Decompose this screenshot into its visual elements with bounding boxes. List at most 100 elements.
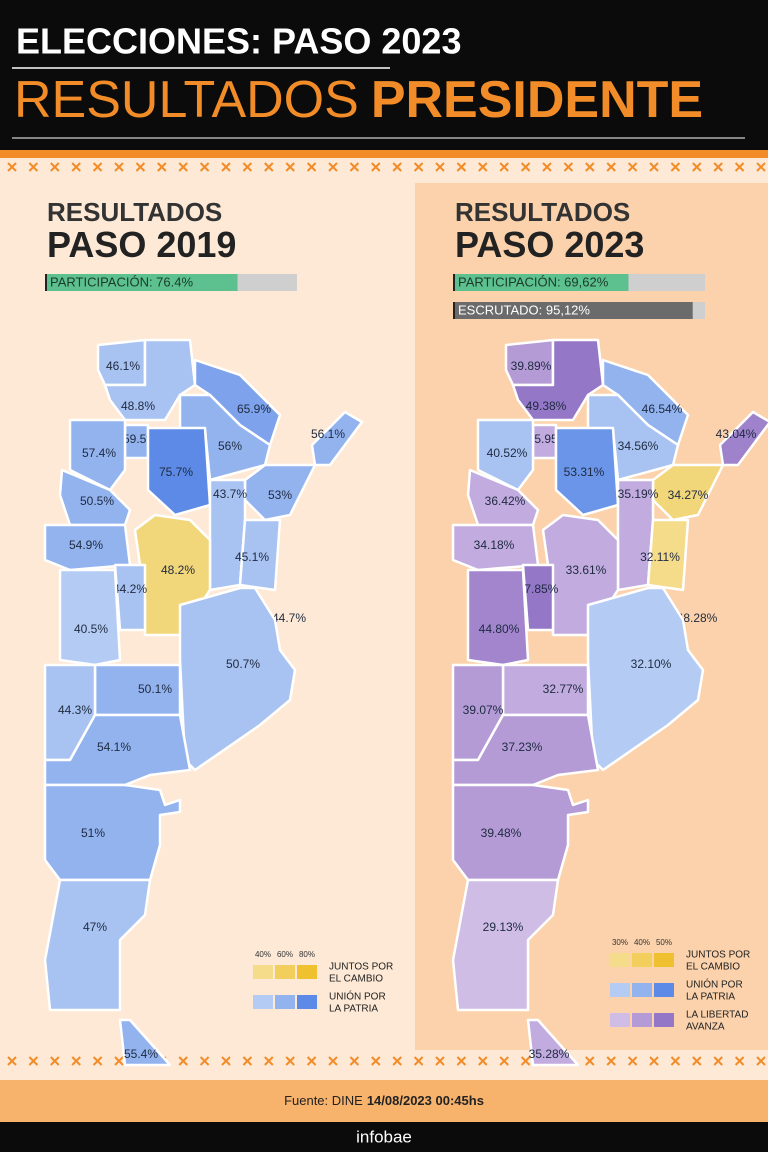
legend-scale: 40% [255, 950, 271, 959]
province-label: 34.56% [618, 439, 659, 453]
province-label: 55.4% [124, 1047, 158, 1061]
province-label: 75.7% [159, 465, 193, 479]
cross [328, 1056, 338, 1066]
province-label: 44.7% [272, 611, 306, 625]
legend-swatch [632, 953, 652, 967]
bar-edge [453, 302, 455, 319]
cross [199, 1056, 210, 1066]
brand: infobae [356, 1127, 412, 1146]
panel-subtitle: PASO 2023 [455, 224, 644, 265]
header-band [0, 0, 768, 150]
bar-label: PARTICIPACIÓN: 69,62% [458, 274, 609, 289]
cross [371, 1056, 381, 1066]
cross [349, 1056, 360, 1066]
province-label: 33.61% [566, 563, 607, 577]
province-label: 65.9% [237, 402, 271, 416]
cross [242, 162, 253, 172]
province-label: 29.13% [483, 920, 524, 934]
province-label: 46.1% [106, 359, 140, 373]
province-label: 53.31% [564, 465, 605, 479]
cross [499, 1056, 509, 1066]
province-label: 51% [81, 826, 105, 840]
province-label: 35.28% [529, 1047, 570, 1061]
cross [92, 1056, 103, 1066]
cross [627, 1056, 638, 1066]
legend-swatch [632, 983, 652, 997]
brand-band [0, 1122, 768, 1152]
subtitle-year: 2023 [564, 224, 644, 265]
province [451, 878, 560, 1012]
map: 46.1%48.8% 65.9%56%56.1%59.5%57.4%75.7%53… [43, 338, 364, 1067]
subtitle-word: PASO [455, 224, 554, 265]
province-label: 34.27% [668, 488, 709, 502]
source-prefix: Fuente: DINE [284, 1093, 363, 1108]
province [526, 1018, 580, 1067]
footer-source: Fuente: DINE 14/08/2023 00:45hs [284, 1093, 484, 1108]
legend-label: JUNTOS POR [686, 950, 750, 961]
cross [114, 1056, 124, 1066]
province-label: 39.89% [511, 359, 552, 373]
cross [563, 162, 574, 172]
cross [221, 1056, 231, 1066]
province [43, 878, 152, 1012]
cross [520, 162, 531, 172]
cross [627, 162, 638, 172]
source-date: 14/08/2023 00:45hs [367, 1093, 484, 1108]
cross [520, 1056, 531, 1066]
cross [92, 162, 103, 172]
cross [349, 162, 360, 172]
cross [306, 162, 317, 172]
province-label: 40.52% [487, 446, 528, 460]
cross [606, 162, 616, 172]
cross [135, 162, 146, 172]
legend-swatch [654, 983, 674, 997]
cross [28, 1056, 39, 1066]
province [118, 1018, 172, 1067]
province [43, 523, 132, 572]
province-label: 44.2% [113, 582, 147, 596]
cross [478, 1056, 488, 1066]
cross [392, 162, 402, 172]
province-label: 56.1% [311, 427, 345, 441]
legend-scale: 30% [612, 938, 628, 947]
cross [435, 162, 445, 172]
cross [542, 162, 552, 172]
province-label: 39.07% [463, 703, 504, 717]
legend-swatch [610, 953, 630, 967]
bar-edge [45, 274, 47, 291]
province [451, 783, 590, 882]
cross [456, 162, 467, 172]
province [511, 338, 605, 422]
cross [371, 162, 381, 172]
cross [328, 162, 338, 172]
cross [7, 162, 17, 172]
legend-swatch [610, 983, 630, 997]
cross [392, 1056, 402, 1066]
province [466, 568, 530, 667]
cross [114, 162, 124, 172]
province-label: 36.42% [485, 494, 526, 508]
province-label: 35.19% [618, 487, 659, 501]
province-label: 53% [268, 488, 292, 502]
legend-swatch [297, 965, 317, 979]
cross [285, 1056, 295, 1066]
province-label: 32.10% [631, 657, 672, 671]
legend-scale: 60% [277, 950, 293, 959]
legend-swatch [632, 1013, 652, 1027]
cross [499, 162, 509, 172]
province [238, 518, 282, 592]
cross [157, 162, 167, 172]
legend-label: JUNTOS POR [329, 962, 393, 973]
province [646, 518, 690, 592]
province-label: 37.23% [502, 740, 543, 754]
province-label: 57.4% [82, 446, 116, 460]
cross [670, 162, 681, 172]
province [58, 568, 122, 667]
cross [585, 162, 595, 172]
province-label: 54.1% [97, 740, 131, 754]
bar-edge [453, 274, 455, 291]
province [451, 523, 540, 572]
cross [413, 162, 424, 172]
province [43, 783, 182, 882]
